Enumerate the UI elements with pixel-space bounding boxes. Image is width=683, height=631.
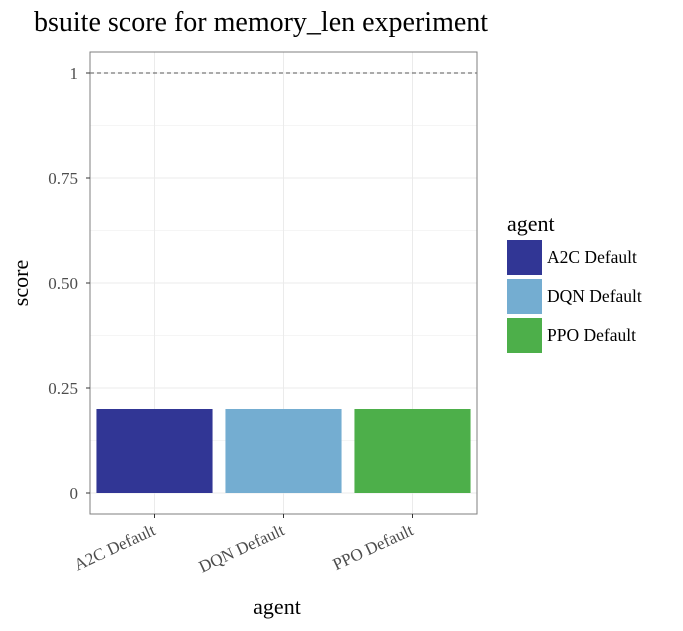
bar-dqn-default — [225, 409, 342, 493]
y-tick-label: 0.75 — [48, 169, 78, 188]
y-tick-label: 1 — [70, 64, 79, 83]
x-tick-label: A2C Default — [71, 520, 158, 574]
y-axis-title: score — [8, 260, 33, 306]
chart-title: bsuite score for memory_len experiment — [34, 7, 488, 38]
bar-a2c-default — [96, 409, 213, 493]
x-tick-label: PPO Default — [330, 520, 417, 574]
legend: agent A2C Default DQN Default PPO Default — [507, 211, 642, 353]
legend-label: A2C Default — [547, 247, 637, 267]
x-axis-title: agent — [253, 594, 301, 619]
x-tick-label: DQN Default — [196, 520, 288, 576]
y-tick-label: 0.50 — [48, 274, 78, 293]
y-axis: 0 0.25 0.50 0.75 1 — [48, 64, 90, 503]
y-tick-label: 0 — [70, 484, 79, 503]
legend-swatch — [507, 279, 542, 314]
x-axis: A2C Default DQN Default PPO Default — [71, 514, 416, 577]
legend-swatch — [507, 240, 542, 275]
legend-title: agent — [507, 211, 555, 236]
y-tick-label: 0.25 — [48, 379, 78, 398]
bar-ppo-default — [354, 409, 471, 493]
legend-label: PPO Default — [547, 325, 636, 345]
bars — [96, 409, 471, 493]
legend-label: DQN Default — [547, 286, 642, 306]
legend-swatch — [507, 318, 542, 353]
